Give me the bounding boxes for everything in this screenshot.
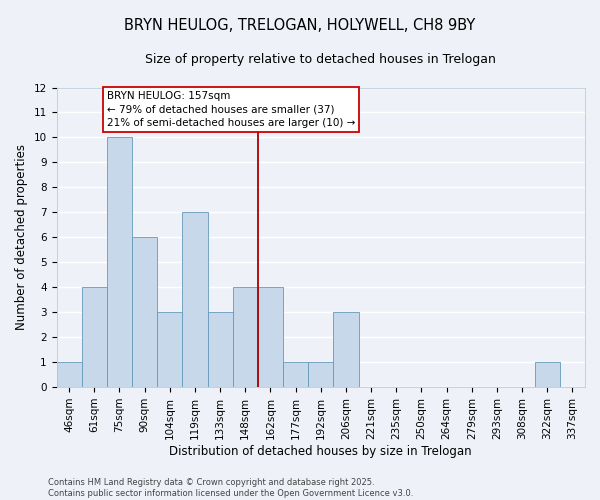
Bar bbox=[132, 238, 157, 387]
Bar bbox=[56, 362, 82, 387]
Bar bbox=[82, 287, 107, 387]
Text: BRYN HEULOG, TRELOGAN, HOLYWELL, CH8 9BY: BRYN HEULOG, TRELOGAN, HOLYWELL, CH8 9BY bbox=[124, 18, 476, 32]
Bar bbox=[308, 362, 334, 387]
Bar bbox=[208, 312, 233, 387]
Text: Contains HM Land Registry data © Crown copyright and database right 2025.
Contai: Contains HM Land Registry data © Crown c… bbox=[48, 478, 413, 498]
X-axis label: Distribution of detached houses by size in Trelogan: Distribution of detached houses by size … bbox=[169, 444, 472, 458]
Bar bbox=[334, 312, 359, 387]
Title: Size of property relative to detached houses in Trelogan: Size of property relative to detached ho… bbox=[145, 52, 496, 66]
Bar bbox=[283, 362, 308, 387]
Bar bbox=[157, 312, 182, 387]
Bar bbox=[182, 212, 208, 387]
Text: BRYN HEULOG: 157sqm
← 79% of detached houses are smaller (37)
21% of semi-detach: BRYN HEULOG: 157sqm ← 79% of detached ho… bbox=[107, 91, 355, 128]
Y-axis label: Number of detached properties: Number of detached properties bbox=[15, 144, 28, 330]
Bar bbox=[233, 287, 258, 387]
Bar bbox=[107, 138, 132, 387]
Bar bbox=[535, 362, 560, 387]
Bar bbox=[258, 287, 283, 387]
